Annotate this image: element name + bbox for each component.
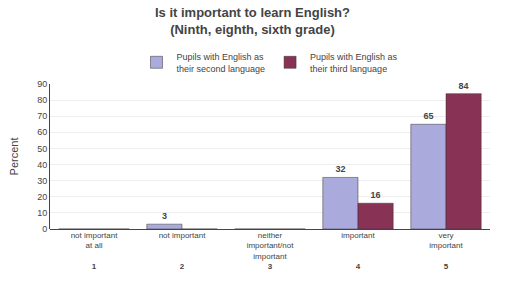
svg-text:65: 65 — [423, 111, 433, 121]
svg-text:60: 60 — [37, 127, 47, 137]
svg-text:20: 20 — [37, 192, 47, 202]
svg-text:neitherimportant/notimportant3: neitherimportant/notimportant3 — [247, 231, 294, 271]
svg-text:30: 30 — [37, 176, 47, 186]
svg-text:70: 70 — [37, 111, 47, 121]
svg-text:important 4: important 4 — [341, 231, 375, 271]
svg-text:Pupils with English astheir se: Pupils with English astheir second langu… — [177, 52, 266, 74]
svg-text:not important 2: not important 2 — [159, 231, 206, 271]
svg-text:3: 3 — [162, 211, 167, 221]
svg-text:Is it important to learn Engli: Is it important to learn English?(Ninth,… — [155, 5, 350, 37]
svg-text:50: 50 — [37, 144, 47, 154]
svg-text:16: 16 — [371, 190, 381, 200]
svg-text:40: 40 — [37, 160, 47, 170]
svg-text:90: 90 — [37, 79, 47, 89]
svg-text:10: 10 — [37, 208, 47, 218]
svg-text:Pupils with English astheir th: Pupils with English astheir third langua… — [310, 52, 398, 74]
svg-text:32: 32 — [335, 164, 345, 174]
svg-text:84: 84 — [459, 81, 469, 91]
svg-text:0: 0 — [42, 224, 47, 234]
svg-text:not importantat all 1: not importantat all 1 — [71, 231, 118, 271]
svg-text:veryimportant 5: veryimportant 5 — [429, 231, 463, 271]
svg-text:Percent: Percent — [8, 138, 20, 176]
svg-text:80: 80 — [37, 95, 47, 105]
